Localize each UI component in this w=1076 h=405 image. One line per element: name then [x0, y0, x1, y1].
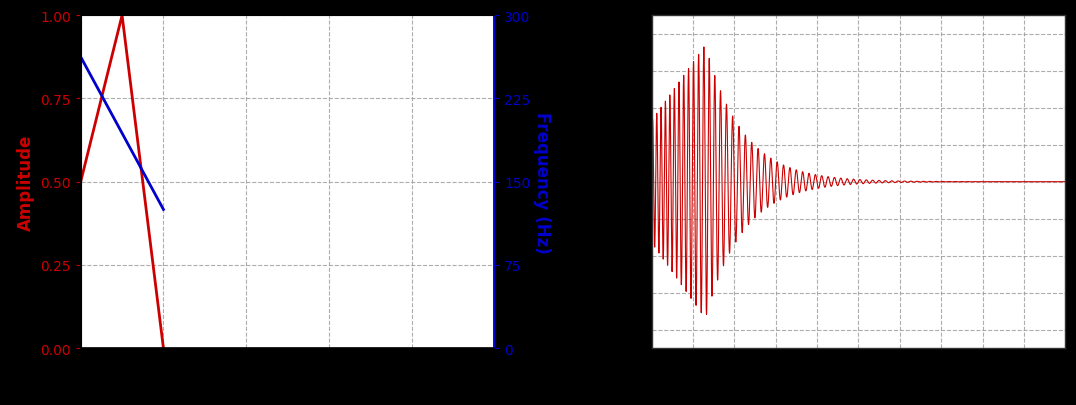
Y-axis label: Frequency (Hz): Frequency (Hz) [534, 111, 551, 253]
X-axis label: Time (ms): Time (ms) [249, 377, 326, 392]
Y-axis label: Amplitude: Amplitude [16, 134, 34, 230]
Y-axis label: Acceleration (g): Acceleration (g) [587, 122, 603, 243]
X-axis label: Time (ms): Time (ms) [820, 377, 897, 392]
